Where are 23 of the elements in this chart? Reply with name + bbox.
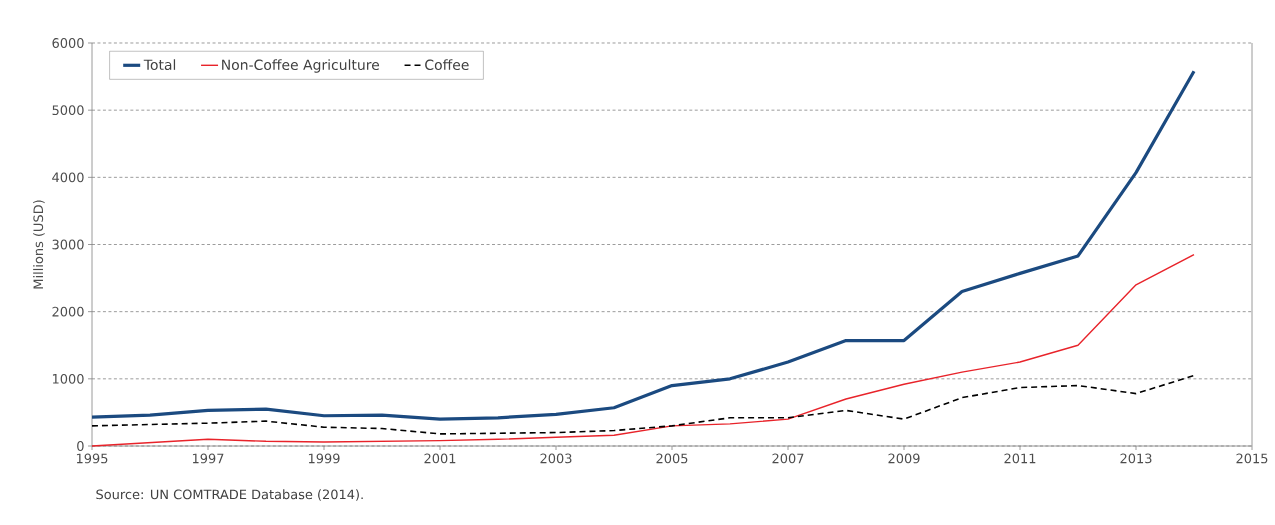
legend-label: Total [143,59,176,71]
y-axis-title: Millions (USD) [33,200,45,289]
y-tick-label: 6000 [52,38,84,48]
y-tick-label: 4000 [52,172,84,183]
x-tick-label: 2013 [1120,453,1152,464]
legend-label: Coffee [425,59,469,71]
x-tick-label: 1997 [192,453,224,464]
x-tick-label: 2003 [540,453,572,464]
x-tick-label: 2007 [772,453,804,464]
y-tick-label: 2000 [52,306,84,317]
x-tick-label: 2005 [656,453,688,464]
x-tick-label: 2001 [424,453,456,464]
source-note: Source: UN COMTRADE Database (2014). [96,489,363,501]
x-tick-label: 1995 [76,453,108,464]
x-tick-label: 2015 [1236,453,1268,464]
x-tick-label: 2011 [1004,453,1036,464]
y-tick-label: 5000 [52,105,84,116]
y-tick-label: 1000 [52,373,84,384]
x-tick-label: 1999 [308,453,340,464]
legend-label: Non-Coffee Agriculture [222,59,380,73]
y-tick-label: 3000 [52,239,84,250]
x-tick-label: 2009 [888,453,920,464]
y-tick-label: 0 [77,441,84,451]
